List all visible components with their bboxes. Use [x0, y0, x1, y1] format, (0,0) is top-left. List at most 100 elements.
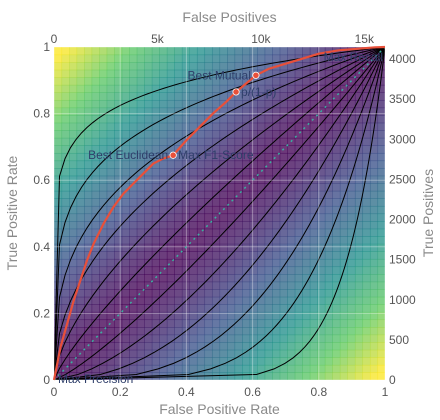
heatmap-cell: [324, 130, 333, 139]
heatmap-cell: [272, 319, 281, 328]
heatmap-cell: [227, 289, 236, 298]
heatmap-cell: [114, 190, 123, 199]
heatmap-cell: [362, 296, 371, 305]
heatmap-cell: [121, 107, 130, 116]
heatmap-cell: [204, 357, 213, 366]
heatmap-cell: [204, 311, 213, 321]
heatmap-cell: [377, 364, 385, 374]
heatmap-cell: [106, 243, 115, 252]
heatmap-cell: [219, 137, 228, 146]
heatmap-cell: [242, 281, 251, 290]
heatmap-cell: [114, 99, 123, 109]
heatmap-cell: [99, 99, 108, 109]
heatmap-cell: [174, 137, 183, 146]
heatmap-cell: [84, 236, 93, 245]
heatmap-cell: [302, 84, 311, 94]
heatmap-cell: [211, 319, 221, 328]
heatmap-cell: [279, 349, 288, 358]
heatmap-cell: [136, 319, 145, 328]
heatmap-cell: [219, 54, 228, 63]
heatmap-cell: [339, 251, 348, 260]
heatmap-cell: [302, 364, 311, 374]
heatmap-cell: [219, 190, 228, 199]
heatmap-cell: [257, 243, 266, 252]
heatmap-cell: [302, 205, 311, 215]
heatmap-cell: [61, 160, 70, 169]
heatmap-cell: [242, 77, 251, 86]
heatmap-cell: [76, 198, 85, 207]
heatmap-cell: [196, 190, 206, 199]
heatmap-cell: [279, 266, 288, 275]
heatmap-cell: [136, 145, 145, 154]
heatmap-cell: [76, 122, 85, 131]
heatmap-cell: [91, 54, 100, 63]
heatmap-cell: [324, 175, 333, 184]
heatmap-cell: [234, 372, 243, 380]
heatmap-cell: [324, 327, 333, 336]
heatmap-cell: [189, 258, 198, 268]
heatmap-cell: [166, 258, 175, 268]
heatmap-cell: [121, 84, 130, 94]
heatmap-cell: [211, 54, 221, 63]
heatmap-cell: [362, 258, 371, 268]
heatmap-cell: [136, 190, 145, 199]
heatmap-cell: [151, 137, 160, 146]
heatmap-cell: [287, 99, 296, 109]
heatmap-cell: [317, 243, 326, 252]
x-top-tick-label: 15k: [355, 32, 375, 46]
heatmap-cell: [279, 183, 288, 192]
heatmap-cell: [76, 221, 85, 230]
heatmap-cell: [377, 99, 385, 109]
heatmap-cell: [309, 190, 318, 199]
heatmap-cell: [219, 168, 228, 177]
heatmap-cell: [332, 289, 341, 298]
heatmap-cell: [129, 289, 138, 298]
heatmap-cell: [106, 160, 115, 169]
heatmap-cell: [309, 349, 318, 358]
heatmap-cell: [121, 92, 130, 101]
heatmap-cell: [227, 327, 236, 336]
heatmap-cell: [114, 183, 123, 192]
heatmap-cell: [302, 47, 311, 56]
heatmap-cell: [354, 130, 364, 139]
heatmap-cell: [227, 311, 236, 321]
heatmap-cell: [61, 122, 70, 131]
heatmap-cell: [227, 69, 236, 78]
heatmap-cell: [272, 349, 281, 358]
heatmap-cell: [189, 266, 198, 275]
heatmap-cell: [249, 357, 258, 366]
heatmap-cell: [159, 145, 168, 154]
heatmap-cell: [204, 342, 213, 351]
heatmap-cell: [242, 145, 251, 154]
heatmap-cell: [144, 69, 153, 78]
heatmap-cell: [302, 198, 311, 207]
heatmap-cell: [309, 198, 318, 207]
heatmap-cell: [196, 160, 206, 169]
heatmap-cell: [377, 228, 385, 237]
heatmap-cell: [377, 296, 385, 305]
heatmap-cell: [129, 266, 138, 275]
heatmap-cell: [227, 342, 236, 351]
heatmap-cell: [76, 62, 85, 71]
heatmap-cell: [121, 115, 130, 124]
heatmap-cell: [279, 243, 288, 252]
heatmap-cell: [114, 243, 123, 252]
heatmap-cell: [114, 47, 123, 56]
heatmap-cell: [242, 130, 251, 139]
heatmap-cell: [61, 342, 70, 351]
heatmap-cell: [136, 47, 145, 56]
heatmap-cell: [362, 274, 371, 283]
heatmap-cell: [272, 175, 281, 184]
heatmap-cell: [242, 183, 251, 192]
heatmap-cell: [159, 69, 168, 78]
heatmap-cell: [99, 175, 108, 184]
heatmap-cell: [114, 77, 123, 86]
heatmap-cell: [339, 327, 348, 336]
heatmap-cell: [106, 175, 115, 184]
heatmap-cell: [121, 304, 130, 313]
heatmap-cell: [287, 258, 296, 268]
heatmap-cell: [339, 175, 348, 184]
heatmap-cell: [151, 327, 160, 336]
heatmap-cell: [121, 47, 130, 56]
heatmap-cell: [257, 160, 266, 169]
